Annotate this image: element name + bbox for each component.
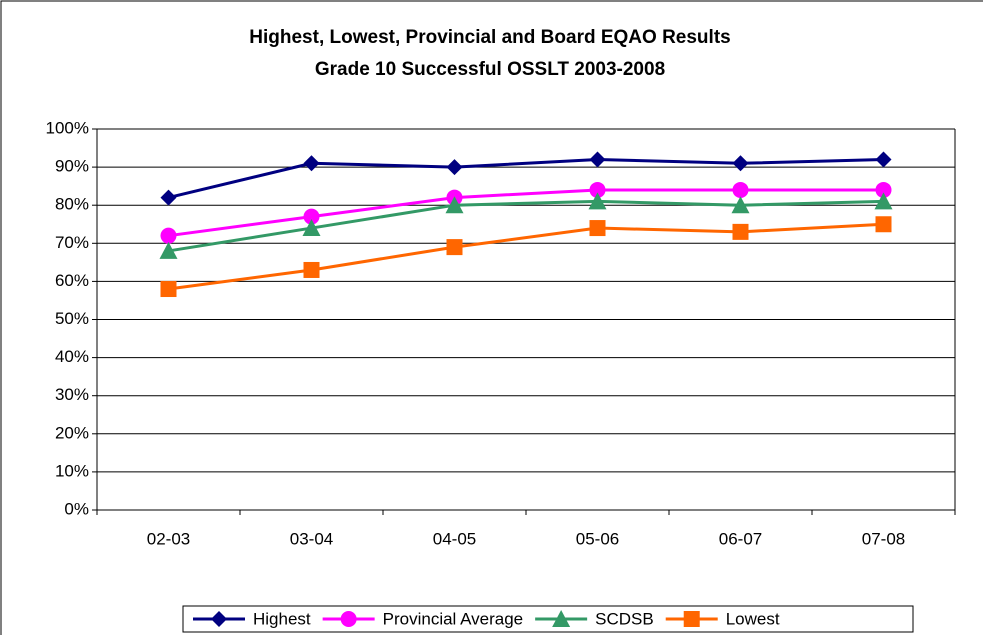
x-tick-label: 07-08: [862, 529, 905, 548]
data-point: [303, 261, 320, 278]
legend-marker: [211, 611, 227, 627]
y-tick-label: 70%: [55, 233, 89, 252]
data-point: [875, 151, 892, 168]
data-point: [732, 223, 749, 240]
data-point: [159, 241, 178, 259]
y-tick-label: 40%: [55, 347, 89, 366]
y-tick-label: 90%: [55, 157, 89, 176]
y-tick-label: 30%: [55, 385, 89, 404]
x-tick-label: 05-06: [576, 529, 619, 548]
series-line: [168, 188, 884, 238]
legend-label: Lowest: [726, 609, 780, 628]
data-point: [875, 216, 892, 233]
data-point: [589, 220, 606, 237]
data-point: [588, 192, 607, 210]
y-tick-label: 100%: [46, 118, 89, 137]
x-tick-label: 06-07: [719, 529, 762, 548]
x-tick-label: 02-03: [147, 529, 190, 548]
legend-label: SCDSB: [595, 609, 654, 628]
y-tick-label: 80%: [55, 195, 89, 214]
data-point: [160, 281, 177, 298]
legend-label: Highest: [253, 609, 311, 628]
data-point: [589, 181, 606, 198]
y-tick-label: 50%: [55, 309, 89, 328]
data-point: [303, 155, 320, 172]
data-point: [160, 189, 177, 206]
x-tick-label: 04-05: [433, 529, 476, 548]
data-point: [303, 208, 320, 225]
y-tick-label: 0%: [64, 499, 89, 518]
data-point: [875, 181, 892, 198]
legend-marker: [340, 611, 357, 627]
chart-title: Highest, Lowest, Provincial and Board EQ…: [249, 27, 730, 48]
data-point: [732, 181, 749, 198]
x-tick-label: 03-04: [290, 529, 333, 548]
y-tick-label: 60%: [55, 271, 89, 290]
data-point: [446, 159, 463, 176]
data-point: [874, 192, 893, 210]
legend-label: Provincial Average: [383, 609, 524, 628]
legend-marker: [552, 610, 571, 627]
series-line: [168, 157, 884, 200]
data-point: [446, 239, 463, 256]
data-point: [589, 151, 606, 168]
y-tick-label: 10%: [55, 461, 89, 480]
data-point: [302, 219, 321, 237]
series-line: [168, 222, 884, 291]
data-point: [445, 196, 464, 214]
data-point: [732, 155, 749, 172]
legend-marker: [683, 611, 700, 627]
series-line: [168, 199, 884, 253]
data-point: [731, 196, 750, 214]
data-point: [160, 227, 177, 244]
y-tick-label: 20%: [55, 423, 89, 442]
chart-subtitle: Grade 10 Successful OSSLT 2003-2008: [315, 59, 665, 80]
